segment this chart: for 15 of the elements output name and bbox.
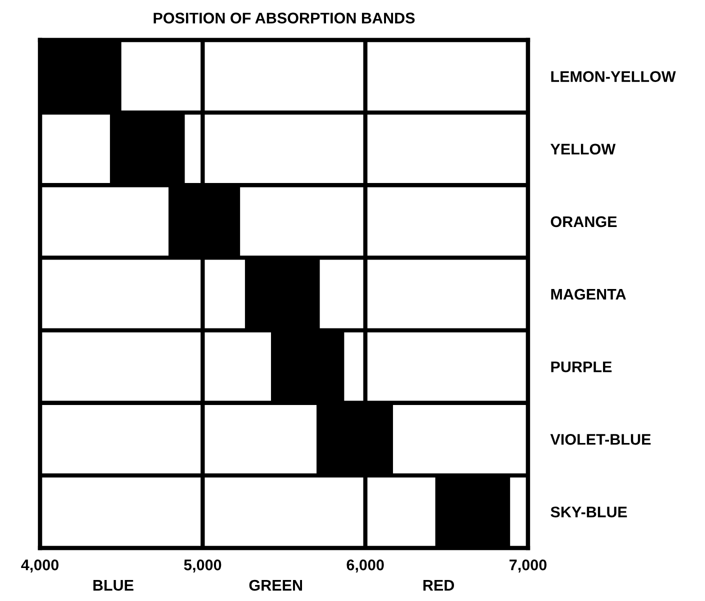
x-tick-label: 5,000 (184, 560, 222, 573)
x-tick-label: 7,000 (510, 560, 546, 573)
text: BLUE (93, 580, 134, 591)
x-tick-label: 6,000 (346, 560, 384, 573)
y-tick-label: VIOLET-BLUE (550, 434, 651, 445)
y-tick-label: MAGENTA (551, 288, 626, 300)
y-tick-label: YELLOW (550, 144, 616, 155)
x-tick-label: 4,000 (21, 560, 58, 573)
y-tick-label: SKY-BLUE (550, 506, 627, 518)
chart-title: POSITION OF ABSORPTION BANDS (154, 12, 415, 24)
y-tick-label: ORANGE (550, 216, 617, 228)
y-tick-label: PURPLE (551, 362, 612, 372)
text: RED (423, 580, 454, 591)
text: GREEN (249, 580, 302, 591)
y-tick-label: LEMON-YELLOW (551, 71, 676, 82)
